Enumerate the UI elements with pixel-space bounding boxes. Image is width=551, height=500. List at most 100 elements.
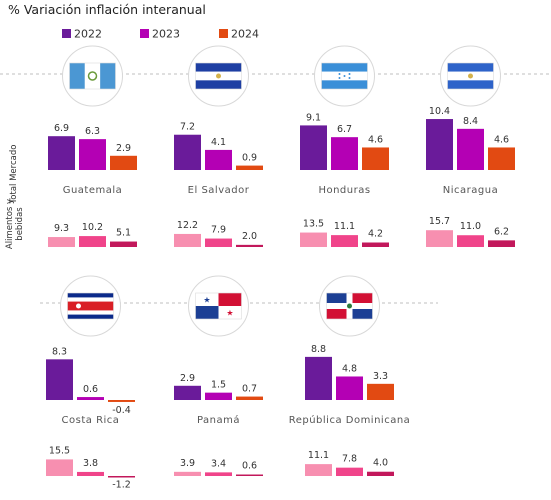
total-bar-2023: [205, 392, 232, 400]
dominican-republic-flag: [326, 292, 373, 320]
food-bar-2023: [457, 235, 484, 247]
total-bar-2024: [108, 400, 135, 402]
svg-text:★: ★: [226, 309, 233, 318]
food-value-label: 10.2: [82, 222, 103, 233]
country-group-honduras: 9.1 6.7 4.6 Honduras 13.5 11.1 4.2: [300, 45, 389, 247]
food-value-label: 4.0: [373, 458, 388, 469]
country-label: Guatemala: [63, 185, 123, 196]
food-bar-2023: [77, 471, 104, 476]
country-label: Honduras: [318, 185, 370, 196]
country-group-guatemala: 6.9 6.3 2.9 Guatemala 9.3 10.2 5.1: [48, 45, 137, 247]
food-bar-2022: [174, 471, 201, 476]
chart-marks: 6.9 6.3 2.9 Guatemala 9.3 10.2 5.1 7.2 4.1 0.9 El …: [46, 45, 515, 491]
total-value-label: 4.6: [494, 134, 509, 145]
total-value-label: 8.8: [311, 344, 326, 355]
row-label-food: Alimentos ybebidas: [5, 199, 25, 249]
total-bar-2023: [79, 139, 106, 170]
legend: 2022 2023 2024: [62, 28, 259, 41]
food-bar-2022: [426, 230, 453, 247]
total-value-label: 3.3: [373, 371, 388, 382]
honduras-flag: [321, 62, 368, 90]
food-value-label: 15.7: [429, 216, 450, 227]
country-label: República Dominicana: [289, 414, 411, 426]
food-value-label: 7.9: [211, 225, 226, 236]
total-bar-2022: [426, 119, 453, 170]
food-value-label: 11.1: [308, 450, 329, 461]
total-value-label: 2.9: [116, 143, 131, 154]
chart-title: % Variación inflación interanual: [8, 2, 206, 17]
total-value-label: 2.9: [180, 373, 195, 384]
food-value-label: 11.0: [460, 221, 481, 232]
total-bar-2024: [236, 396, 263, 400]
country-group-nicaragua: 10.4 8.4 4.6 Nicaragua 15.7 11.0 6.2: [426, 45, 515, 247]
food-value-label: 0.6: [242, 461, 257, 472]
food-bar-2024: [108, 476, 135, 478]
el-salvador-flag: [195, 62, 242, 90]
food-bar-2022: [46, 459, 73, 476]
costa-rica-flag: [67, 292, 114, 320]
country-group-dominican-republic: 8.8 4.8 3.3 República Dominicana 11.1 7.8 4.0: [289, 275, 411, 476]
food-bar-2024: [236, 474, 263, 476]
guatemala-flag: [69, 62, 116, 90]
food-bar-2022: [305, 464, 332, 476]
total-bar-2022: [46, 359, 73, 400]
total-bar-2023: [336, 376, 363, 400]
food-value-label: 2.0: [242, 231, 257, 242]
total-value-label: 0.6: [83, 384, 98, 395]
total-value-label: 1.5: [211, 380, 226, 391]
total-bar-2022: [48, 136, 75, 170]
nicaragua-flag: [447, 62, 494, 90]
total-value-label: -0.4: [112, 405, 131, 416]
country-label: Costa Rica: [62, 415, 120, 426]
food-bar-2024: [110, 241, 137, 247]
total-bar-2022: [174, 134, 201, 170]
total-bar-2023: [331, 137, 358, 170]
total-value-label: 4.6: [368, 134, 383, 145]
food-bar-2024: [362, 242, 389, 247]
total-value-label: 7.2: [180, 122, 195, 133]
total-bar-2024: [367, 383, 394, 400]
legend-swatch-2024: [219, 29, 228, 38]
total-value-label: 0.9: [242, 153, 257, 164]
food-bar-2022: [174, 233, 201, 247]
food-value-label: 3.9: [180, 458, 195, 469]
food-bar-2023: [336, 467, 363, 476]
total-bar-2024: [236, 165, 263, 170]
food-value-label: 3.8: [83, 458, 98, 469]
food-bar-2022: [48, 237, 75, 247]
food-value-label: 4.2: [368, 229, 383, 240]
food-value-label: 3.4: [211, 458, 226, 469]
total-bar-2024: [488, 147, 515, 170]
food-bar-2022: [300, 232, 327, 247]
food-value-label: 5.1: [116, 228, 131, 239]
total-value-label: 9.1: [306, 112, 321, 123]
row-label-total: Total Mercado: [9, 145, 19, 205]
total-bar-2024: [362, 147, 389, 170]
food-value-label: 6.2: [494, 226, 509, 237]
svg-text:★: ★: [203, 296, 210, 305]
total-value-label: 6.3: [85, 126, 100, 137]
legend-label-2023: 2023: [152, 28, 180, 41]
food-bar-2023: [205, 472, 232, 476]
legend-swatch-2022: [62, 29, 71, 38]
total-value-label: 8.4: [463, 116, 478, 127]
food-bar-2024: [367, 471, 394, 476]
country-label: Nicaragua: [443, 185, 498, 196]
total-bar-2022: [305, 356, 332, 400]
food-bar-2023: [331, 235, 358, 247]
legend-label-2022: 2022: [74, 28, 102, 41]
total-bar-2023: [205, 149, 232, 170]
food-value-label: 7.8: [342, 454, 357, 465]
food-bar-2023: [79, 236, 106, 247]
total-value-label: 6.9: [54, 123, 69, 134]
total-bar-2022: [174, 385, 201, 400]
food-value-label: 13.5: [303, 219, 324, 230]
food-value-label: -1.2: [112, 480, 131, 491]
food-value-label: 15.5: [49, 445, 70, 456]
country-group-el-salvador: 7.2 4.1 0.9 El Salvador 12.2 7.9 2.0: [174, 45, 263, 247]
food-bar-2023: [205, 238, 232, 247]
legend-swatch-2023: [140, 29, 149, 38]
total-value-label: 4.8: [342, 363, 357, 374]
total-bar-2022: [300, 125, 327, 170]
